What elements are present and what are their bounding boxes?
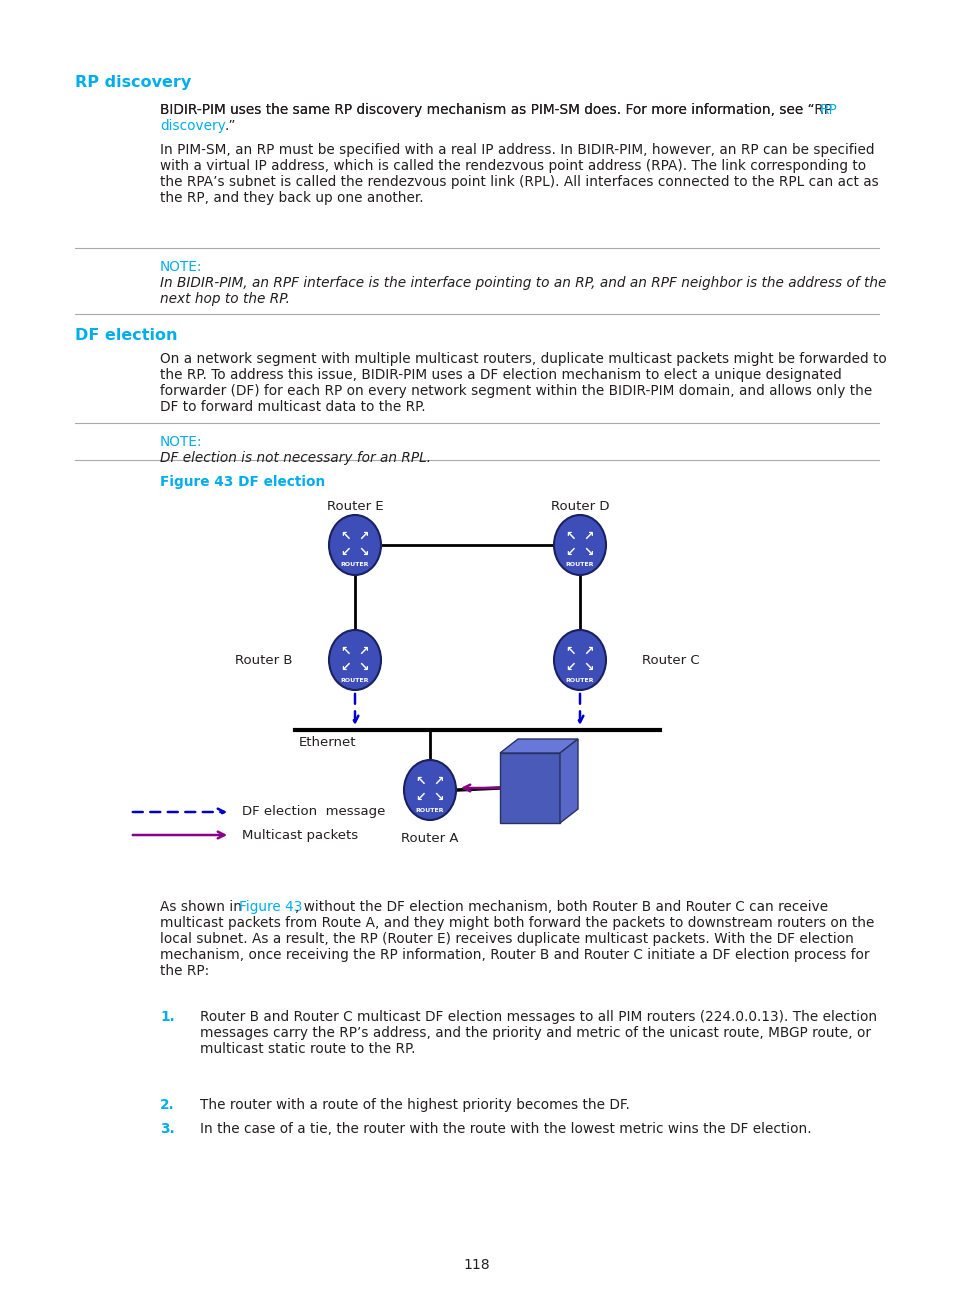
Text: ↖: ↖ xyxy=(565,530,576,543)
Text: BIDIR-PIM uses the same RP discovery mechanism as PIM-SM does. For more informat: BIDIR-PIM uses the same RP discovery mec… xyxy=(160,102,814,117)
Polygon shape xyxy=(559,739,578,823)
Text: ↗: ↗ xyxy=(358,530,369,543)
Text: ↙: ↙ xyxy=(565,546,576,559)
Text: ↗: ↗ xyxy=(358,644,369,657)
Text: Router A: Router A xyxy=(401,832,458,845)
Text: DF election  message: DF election message xyxy=(242,806,385,819)
Text: ROUTER: ROUTER xyxy=(565,562,594,568)
Polygon shape xyxy=(499,739,578,753)
Text: Figure 43: Figure 43 xyxy=(239,899,302,914)
Text: ↗: ↗ xyxy=(583,644,594,657)
Text: forwarder (DF) for each RP on every network segment within the BIDIR-PIM domain,: forwarder (DF) for each RP on every netw… xyxy=(160,384,871,398)
Ellipse shape xyxy=(403,759,456,820)
Text: In PIM-SM, an RP must be specified with a real IP address. In BIDIR-PIM, however: In PIM-SM, an RP must be specified with … xyxy=(160,143,874,157)
Text: Router B: Router B xyxy=(235,653,293,666)
Text: Multicast packets: Multicast packets xyxy=(242,828,357,841)
Text: , without the DF election mechanism, both Router B and Router C can receive: , without the DF election mechanism, bot… xyxy=(294,899,827,914)
Text: the RP:: the RP: xyxy=(160,964,209,978)
Text: Ethernet: Ethernet xyxy=(298,736,356,749)
Text: DF election is not necessary for an RPL.: DF election is not necessary for an RPL. xyxy=(160,451,431,465)
Text: DF election: DF election xyxy=(75,328,177,343)
Text: ROUTER: ROUTER xyxy=(340,562,369,568)
Text: multicast static route to the RP.: multicast static route to the RP. xyxy=(200,1042,416,1056)
Ellipse shape xyxy=(554,515,605,575)
Text: ↙: ↙ xyxy=(565,661,576,674)
Text: ↖: ↖ xyxy=(340,530,351,543)
Text: ↙: ↙ xyxy=(416,791,426,804)
Text: messages carry the RP’s address, and the priority and metric of the unicast rout: messages carry the RP’s address, and the… xyxy=(200,1026,870,1039)
Text: 3.: 3. xyxy=(160,1122,174,1137)
Text: ↗: ↗ xyxy=(434,775,444,788)
Text: ↘: ↘ xyxy=(583,546,594,559)
Text: The router with a route of the highest priority becomes the DF.: The router with a route of the highest p… xyxy=(200,1098,629,1112)
Text: next hop to the RP.: next hop to the RP. xyxy=(160,292,290,306)
Text: ↘: ↘ xyxy=(358,546,369,559)
Text: RP: RP xyxy=(820,102,837,117)
Text: Router C: Router C xyxy=(641,653,699,666)
Text: NOTE:: NOTE: xyxy=(160,260,202,273)
Text: multicast packets from Route A, and they might both forward the packets to downs: multicast packets from Route A, and they… xyxy=(160,916,874,931)
Text: ↙: ↙ xyxy=(340,661,351,674)
Text: RP discovery: RP discovery xyxy=(75,75,191,89)
Text: the RPA’s subnet is called the rendezvous point link (RPL). All interfaces conne: the RPA’s subnet is called the rendezvou… xyxy=(160,175,878,189)
Text: Figure 43 DF election: Figure 43 DF election xyxy=(160,476,325,489)
Text: ↖: ↖ xyxy=(565,644,576,657)
Text: mechanism, once receiving the RP information, Router B and Router C initiate a D: mechanism, once receiving the RP informa… xyxy=(160,947,868,962)
Text: ↘: ↘ xyxy=(358,661,369,674)
Polygon shape xyxy=(499,753,559,823)
Text: .”: .” xyxy=(225,119,236,133)
Ellipse shape xyxy=(329,630,380,689)
Text: ↘: ↘ xyxy=(434,791,444,804)
Text: ↙: ↙ xyxy=(340,546,351,559)
Text: In the case of a tie, the router with the route with the lowest metric wins the : In the case of a tie, the router with th… xyxy=(200,1122,811,1137)
Text: 1.: 1. xyxy=(160,1010,174,1024)
Text: discovery: discovery xyxy=(160,119,226,133)
Text: the RP. To address this issue, BIDIR-PIM uses a DF election mechanism to elect a: the RP. To address this issue, BIDIR-PIM… xyxy=(160,368,841,382)
Text: ↘: ↘ xyxy=(583,661,594,674)
Text: ↗: ↗ xyxy=(583,530,594,543)
Text: ↖: ↖ xyxy=(340,644,351,657)
Text: the RP, and they back up one another.: the RP, and they back up one another. xyxy=(160,191,423,205)
Text: 2.: 2. xyxy=(160,1098,174,1112)
Text: ROUTER: ROUTER xyxy=(340,678,369,683)
Text: local subnet. As a result, the RP (Router E) receives duplicate multicast packet: local subnet. As a result, the RP (Route… xyxy=(160,932,853,946)
Ellipse shape xyxy=(554,630,605,689)
Text: On a network segment with multiple multicast routers, duplicate multicast packet: On a network segment with multiple multi… xyxy=(160,353,886,365)
Text: DF to forward multicast data to the RP.: DF to forward multicast data to the RP. xyxy=(160,400,425,413)
Text: Router E: Router E xyxy=(326,500,383,513)
Text: with a virtual IP address, which is called the rendezvous point address (RPA). T: with a virtual IP address, which is call… xyxy=(160,159,865,172)
Text: Router D: Router D xyxy=(550,500,609,513)
Ellipse shape xyxy=(329,515,380,575)
Text: Router B and Router C multicast DF election messages to all PIM routers (224.0.0: Router B and Router C multicast DF elect… xyxy=(200,1010,876,1024)
Text: ROUTER: ROUTER xyxy=(565,678,594,683)
Text: BIDIR-PIM uses the same RP discovery mechanism as PIM-SM does. For more informat: BIDIR-PIM uses the same RP discovery mec… xyxy=(160,102,831,117)
Text: As shown in: As shown in xyxy=(160,899,246,914)
Text: NOTE:: NOTE: xyxy=(160,435,202,448)
Text: ↖: ↖ xyxy=(416,775,426,788)
Text: ROUTER: ROUTER xyxy=(416,807,444,813)
Text: 118: 118 xyxy=(463,1258,490,1271)
Text: In BIDIR-PIM, an RPF interface is the interface pointing to an RP, and an RPF ne: In BIDIR-PIM, an RPF interface is the in… xyxy=(160,276,885,290)
